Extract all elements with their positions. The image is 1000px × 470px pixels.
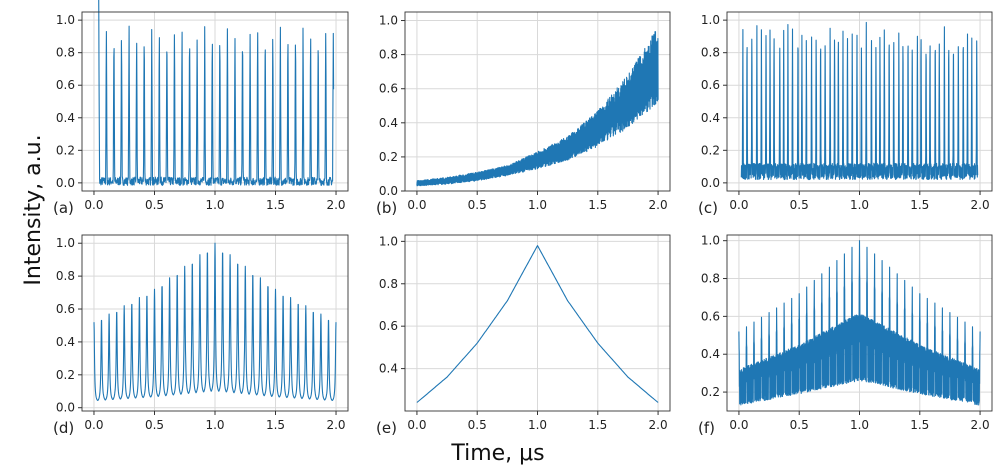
x-tick-label: 0.5 (145, 198, 164, 212)
y-tick-label: 1.0 (701, 234, 720, 248)
y-tick-label: 0.6 (56, 78, 75, 92)
x-tick-label: 1.5 (266, 198, 285, 212)
y-tick-label: 0.8 (379, 48, 398, 62)
panel-c: 0.0 0.5 1.0 1.5 2.0 0.0 0.2 0.4 0.6 0.8 1.0 (c) (698, 11, 993, 217)
panels: 0.0 0.5 1.0 1.5 2.00.00.20.40.60.81.0(a) 0.0 0… (53, 0, 993, 437)
y-tick-label: 1.0 (379, 14, 398, 28)
x-tick-label: 2.0 (326, 198, 345, 212)
x-tick-label: 2.0 (649, 418, 668, 432)
y-tick-label: 0.4 (701, 347, 720, 361)
x-tick-label: 2.0 (326, 418, 345, 432)
y-tick-label: 0.4 (701, 111, 720, 125)
y-tick-label: 1.0 (379, 234, 398, 248)
x-tick-label: 0.5 (468, 198, 487, 212)
y-tick-label: 0.2 (56, 368, 75, 382)
x-tick-label: 1.0 (205, 418, 224, 432)
x-tick-label: 1.0 (528, 198, 547, 212)
panel-label: (d) (53, 419, 74, 437)
x-tick-label: 0.5 (468, 418, 487, 432)
panel-label: (e) (376, 419, 397, 437)
y-tick-label: 1.0 (56, 236, 75, 250)
x-tick-label: 1.5 (266, 418, 285, 432)
y-tick-label: 0.0 (701, 176, 720, 190)
x-tick-label: 0.5 (790, 198, 809, 212)
y-tick-label: 0.2 (701, 143, 720, 157)
x-tick-label: 0.0 (407, 198, 426, 212)
y-tick-label: 0.4 (56, 111, 75, 125)
x-tick-label: 0.0 (84, 198, 103, 212)
panel-b: 0.0 0.5 1.0 1.5 2.0 0.0 0.2 0.4 0.6 0.8 1.0 (b) (376, 11, 671, 217)
x-tick-label: 0.5 (145, 418, 164, 432)
series-line (416, 31, 659, 187)
y-tick-label: 0.4 (56, 335, 75, 349)
y-tick-label: 0.8 (701, 272, 720, 286)
y-tick-label: 0.0 (379, 184, 398, 198)
y-tick-label: 1.0 (56, 13, 75, 27)
x-tick-label: 1.0 (850, 198, 869, 212)
x-axis-label: Time, μs (450, 441, 544, 466)
x-tick-label: 1.5 (910, 198, 929, 212)
y-tick-label: 0.0 (56, 176, 75, 190)
x-tick-label: 2.0 (971, 418, 990, 432)
x-tick-label: 1.0 (205, 198, 224, 212)
y-tick-label: 0.8 (701, 46, 720, 60)
panel-f: 0.0 0.5 1.0 1.5 2.0 0.2 0.4 0.6 0.8 1.0 (f) (698, 234, 993, 437)
grid (405, 235, 670, 411)
y-tick-label: 0.8 (56, 46, 75, 60)
x-tick-label: 2.0 (971, 198, 990, 212)
y-tick-label: 0.6 (379, 319, 398, 333)
panel-label: (f) (698, 419, 715, 437)
panel-e: 0.0 0.5 1.0 1.5 2.0 0.4 0.6 0.8 1.0 (e) (376, 234, 671, 437)
x-tick-label: 0.0 (729, 418, 748, 432)
y-tick-label: 0.2 (701, 385, 720, 399)
x-tick-label: 0.5 (790, 418, 809, 432)
y-tick-label: 0.6 (701, 309, 720, 323)
x-tick-label: 1.0 (528, 418, 547, 432)
x-tick-label: 0.0 (84, 418, 103, 432)
y-tick-label: 0.4 (379, 116, 398, 130)
panel-label: (a) (53, 199, 74, 217)
y-axis-label: Intensity, a.u. (21, 134, 46, 285)
y-tick-label: 0.0 (56, 401, 75, 415)
y-tick-label: 0.6 (379, 82, 398, 96)
y-tick-label: 0.4 (379, 362, 398, 376)
series-line (740, 21, 979, 181)
panel-a: 0.0 0.5 1.0 1.5 2.0 0.0 0.2 0.4 0.6 0.8 1.0 (a) (53, 0, 349, 217)
x-tick-label: 1.5 (588, 418, 607, 432)
x-tick-label: 1.5 (910, 418, 929, 432)
y-tick-label: 0.2 (379, 150, 398, 164)
x-tick-label: 1.5 (588, 198, 607, 212)
series-line (738, 240, 981, 406)
y-tick-label: 0.8 (379, 277, 398, 291)
panel-d: 0.0 0.5 1.0 1.5 2.0 0.0 0.2 0.4 0.6 0.8 1.0 (d) (53, 234, 349, 437)
y-tick-label: 0.6 (56, 302, 75, 316)
x-tick-label: 2.0 (649, 198, 668, 212)
y-tick-label: 1.0 (701, 13, 720, 27)
x-tick-label: 0.0 (407, 418, 426, 432)
x-tick-label: 1.0 (850, 418, 869, 432)
panel-label: (b) (376, 199, 397, 217)
x-tick-label: 0.0 (729, 198, 748, 212)
series-line (416, 245, 659, 403)
series-line (98, 0, 335, 186)
y-tick-label: 0.6 (701, 78, 720, 92)
panel-label: (c) (698, 199, 718, 217)
series-line (93, 242, 337, 402)
y-tick-label: 0.8 (56, 269, 75, 283)
y-tick-label: 0.2 (56, 143, 75, 157)
